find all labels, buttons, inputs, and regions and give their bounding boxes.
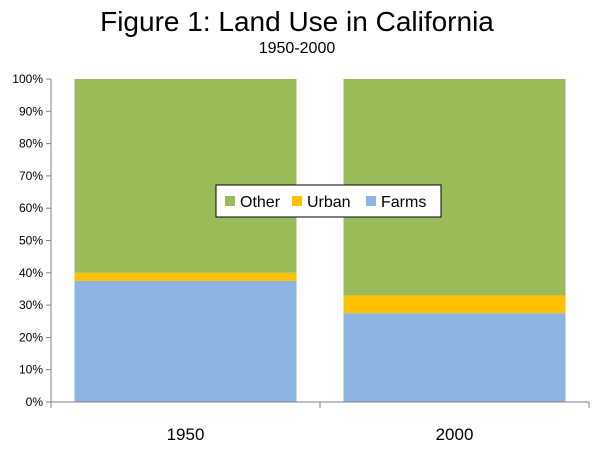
- y-tick-label: 80%: [19, 137, 43, 151]
- bar-other-1950: [74, 79, 297, 273]
- y-tick-label: 50%: [19, 234, 43, 248]
- y-tick-label: 60%: [19, 201, 43, 215]
- x-tick-label: 2000: [436, 425, 474, 444]
- legend-label-farms: Farms: [381, 194, 426, 211]
- legend-box: [215, 184, 442, 218]
- y-tick-label: 100%: [12, 72, 43, 86]
- y-tick-label: 0%: [26, 395, 44, 409]
- legend-swatch-urban: [292, 196, 302, 206]
- y-tick-label: 20%: [19, 330, 43, 344]
- bar-urban-2000: [343, 295, 566, 314]
- bar-urban-1950: [74, 272, 297, 281]
- x-tick-label: 1950: [167, 425, 205, 444]
- y-axis-tick-labels: 0% 10% 20% 30% 40% 50% 60% 70% 80% 90% 100%: [12, 72, 43, 409]
- legend: Other Urban Farms: [215, 184, 442, 218]
- x-axis-tick-labels: 1950 2000: [167, 425, 474, 444]
- legend-swatch-farms: [366, 196, 376, 206]
- y-axis-ticks: [46, 78, 51, 403]
- y-tick-label: 40%: [19, 266, 43, 280]
- legend-label-other: Other: [240, 194, 281, 211]
- legend-swatch-other: [225, 196, 235, 206]
- bars: [74, 79, 566, 402]
- y-tick-label: 30%: [19, 298, 43, 312]
- x-axis-ticks: [50, 402, 590, 408]
- chart-subtitle: 1950-2000: [259, 40, 336, 57]
- y-tick-label: 90%: [19, 104, 43, 118]
- chart-title: Figure 1: Land Use in California: [100, 6, 494, 37]
- bar-farms-1950: [74, 280, 297, 402]
- y-tick-label: 70%: [19, 169, 43, 183]
- y-tick-label: 10%: [19, 363, 43, 377]
- bar-farms-2000: [343, 313, 566, 402]
- legend-label-urban: Urban: [307, 194, 351, 211]
